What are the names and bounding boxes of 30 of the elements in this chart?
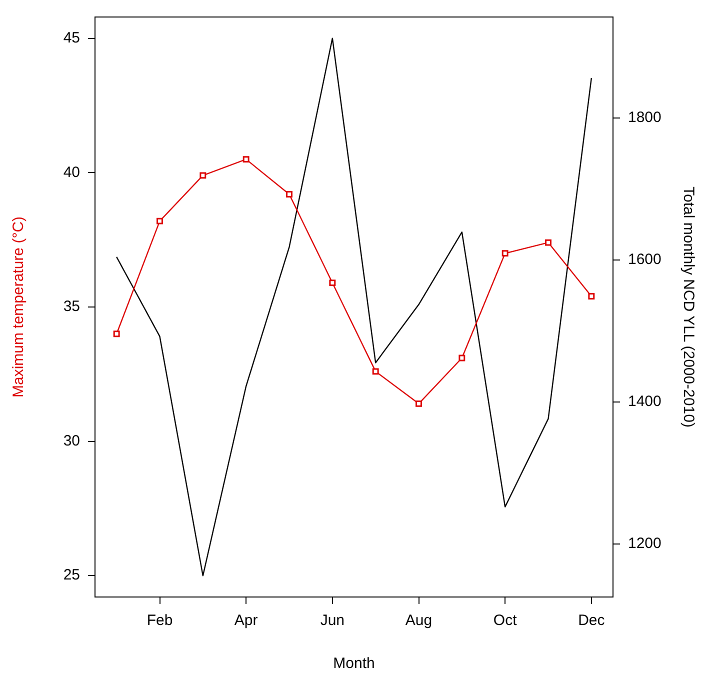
x-tick-label: Dec <box>578 612 606 630</box>
point <box>113 330 120 338</box>
x-tick-label: Aug <box>405 612 432 630</box>
y2-tick-label: 1200 <box>628 534 662 552</box>
point <box>200 172 206 179</box>
point <box>242 156 250 163</box>
point <box>588 293 595 300</box>
y-tick-label: 30 <box>63 432 80 450</box>
y-tick-label: 45 <box>63 30 80 47</box>
y-tick-label: 35 <box>63 298 80 316</box>
x-tick-label: Oct <box>493 612 518 630</box>
y2-tick-label: 1800 <box>628 108 662 126</box>
y-tick-label: 25 <box>63 566 80 584</box>
x-axis-title: Month <box>333 655 375 672</box>
y2-tick-label: 1600 <box>628 250 662 268</box>
x-tick-label: Jun <box>320 612 345 630</box>
point <box>416 400 422 407</box>
y-axis-title: Maximum temperature (°C) <box>10 216 28 398</box>
point <box>458 354 466 362</box>
point <box>329 280 336 286</box>
point <box>372 368 379 375</box>
point <box>545 239 552 246</box>
x-tick-label: Feb <box>146 612 173 630</box>
point <box>286 191 292 198</box>
x-tick-label: Apr <box>234 612 258 630</box>
y2-axis-title: Total monthly NCD YLL (2000-2010) <box>680 186 697 428</box>
y2-tick-label: 1400 <box>628 392 662 410</box>
point <box>156 218 163 224</box>
point <box>502 250 508 257</box>
y-tick-label: 40 <box>63 164 80 181</box>
